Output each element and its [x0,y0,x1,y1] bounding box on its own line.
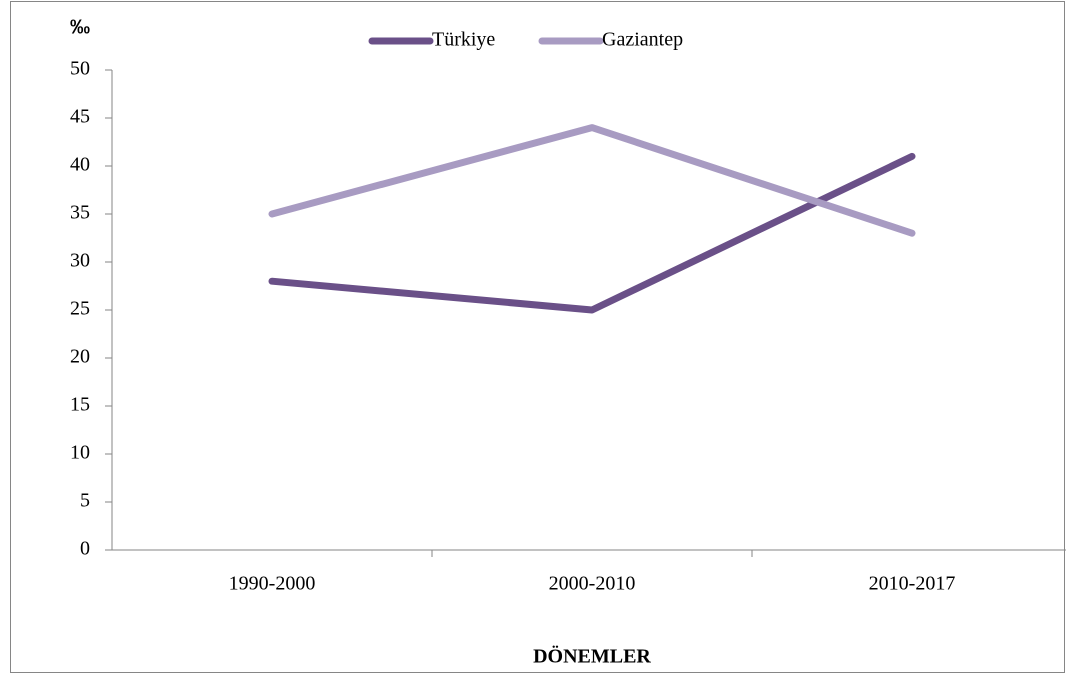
x-tick-label: 2000-2010 [549,573,636,595]
legend-label: Gaziantep [602,29,683,51]
x-tick-label: 2010-2017 [869,573,956,595]
y-tick-label: 35 [70,202,90,224]
y-tick-label: 0 [80,538,90,560]
y-tick-label: 50 [70,58,90,80]
y-tick-label: 30 [70,250,90,272]
chart-border [10,1,1065,673]
y-axis-label: ‰ [70,16,90,38]
legend-label: Türkiye [432,29,495,51]
x-tick-label: 1990-2000 [229,573,316,595]
y-tick-label: 25 [70,298,90,320]
y-tick-label: 10 [70,442,90,464]
x-axis-label: DÖNEMLER [533,645,651,668]
y-tick-label: 45 [70,106,90,128]
series-line [268,124,916,237]
y-tick-label: 40 [70,154,90,176]
y-tick-label: 20 [70,346,90,368]
y-tick-label: 15 [70,394,90,416]
y-tick-label: 5 [80,490,90,512]
series-line [268,152,916,314]
